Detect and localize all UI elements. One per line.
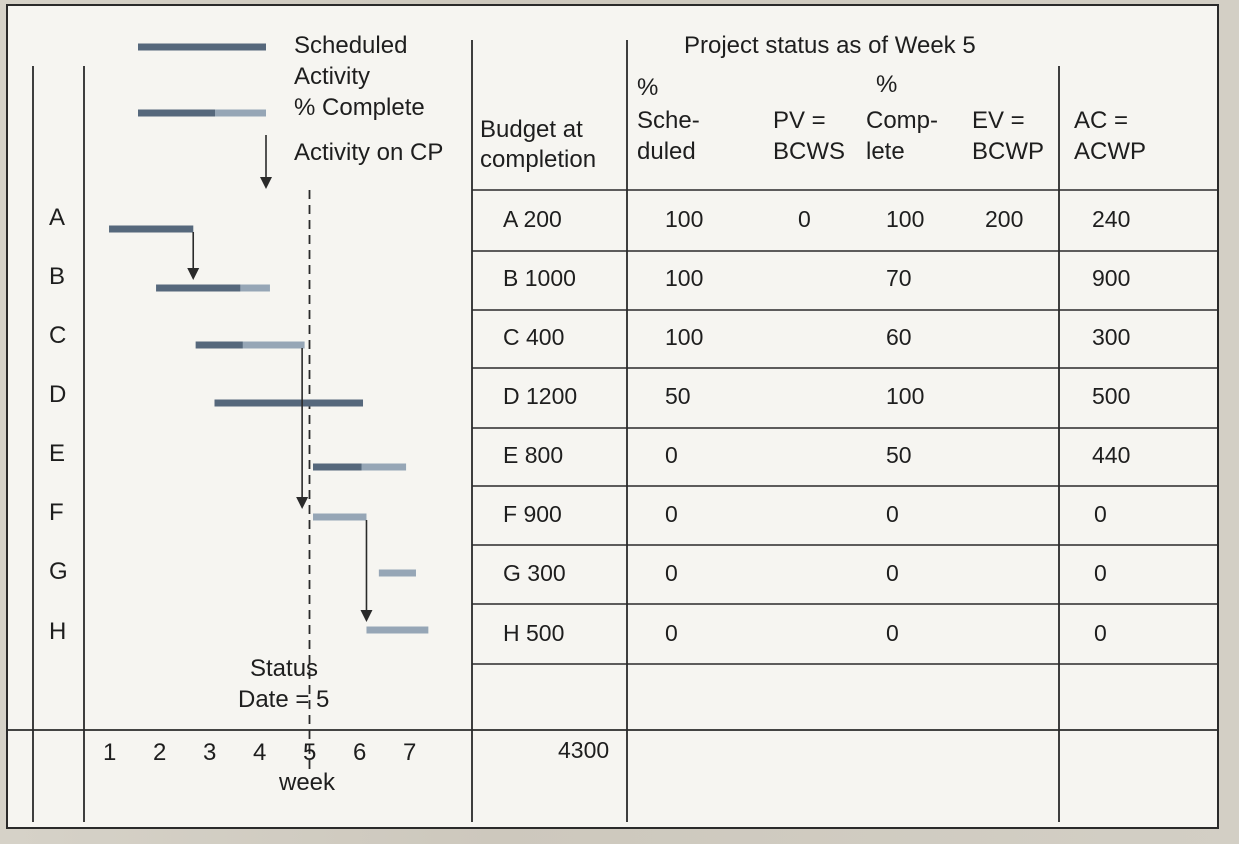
ac-e: 440 [1092,442,1131,468]
ev-a: 200 [985,206,1024,232]
legend-critical-path-label: Activity on CP [294,139,444,166]
budget-b: B 1000 [503,265,576,291]
header-budget-2: completion [480,146,597,173]
cp-arrow-head [296,497,309,509]
header-ac-2: ACWP [1074,138,1146,165]
legend-complete-label: % Complete [294,94,425,121]
header-sched-3: duled [637,138,696,165]
pct-complete-e: 50 [886,442,912,468]
budget-a: A 200 [503,206,562,232]
pct-scheduled-f: 0 [665,501,678,527]
budget-e: E 800 [503,442,564,468]
cp-arrow-head [360,610,373,622]
week-tick-7: 7 [403,739,417,766]
header-pv-1: PV = [773,107,826,134]
ac-f: 0 [1094,501,1107,527]
budget-g: G 300 [503,560,566,586]
pv-a: 0 [798,206,811,232]
status-label-2: Date = 5 [238,686,330,713]
legend-cp-arrow-head [260,177,272,189]
legend-scheduled-label-2: Activity [294,63,371,90]
ac-b: 900 [1092,265,1131,291]
budget-f: F 900 [503,501,562,527]
week-tick-4: 4 [253,739,267,766]
pct-scheduled-c: 100 [665,324,704,350]
pct-complete-h: 0 [886,620,899,646]
pct-scheduled-e: 0 [665,442,678,468]
pct-scheduled-g: 0 [665,560,678,586]
ac-a: 240 [1092,206,1131,232]
header-comp-2: Comp- [866,107,939,134]
header-pv-2: BCWS [773,138,845,165]
budget-c: C 400 [503,324,565,350]
ac-d: 500 [1092,383,1131,409]
pct-complete-d: 100 [886,383,925,409]
week-tick-3: 3 [203,739,217,766]
header-comp-1: % [876,71,898,98]
ac-h: 0 [1094,620,1107,646]
week-tick-2: 2 [153,739,167,766]
cp-arrow-head [187,268,200,280]
week-axis-label: week [279,769,336,796]
header-comp-3: lete [866,138,905,165]
header-budget-1: Budget at [480,116,583,143]
pct-complete-b: 70 [886,265,912,291]
header-sched-1: % [637,74,659,101]
budget-h: H 500 [503,620,565,646]
project-status-figure [6,4,1219,829]
pct-scheduled-b: 100 [665,265,704,291]
pct-scheduled-a: 100 [665,206,704,232]
status-label-1: Status [250,655,319,682]
budget-d: D 1200 [503,383,578,409]
pct-complete-c: 60 [886,324,912,350]
header-ev-1: EV = [972,107,1025,134]
activity-label-a: A [49,204,66,231]
activity-label-c: C [49,322,67,349]
pct-scheduled-d: 50 [665,383,691,409]
activity-label-h: H [49,618,67,645]
table-title: Project status as of Week 5 [684,32,976,59]
pct-scheduled-h: 0 [665,620,678,646]
activity-label-f: F [49,499,64,526]
week-tick-6: 6 [353,739,367,766]
header-ac-1: AC = [1074,107,1129,134]
activity-label-d: D [49,381,67,408]
activity-label-b: B [49,263,66,290]
header-sched-2: Sche- [637,107,700,134]
header-ev-2: BCWP [972,138,1044,165]
total-budget: 4300 [558,737,610,763]
ac-c: 300 [1092,324,1131,350]
pct-complete-a: 100 [886,206,925,232]
pct-complete-g: 0 [886,560,899,586]
week-tick-1: 1 [103,739,117,766]
activity-label-e: E [49,440,66,467]
pct-complete-f: 0 [886,501,899,527]
ac-g: 0 [1094,560,1107,586]
legend-scheduled-label-1: Scheduled [294,32,408,59]
week-tick-5: 5 [303,739,317,766]
activity-label-g: G [49,558,68,585]
